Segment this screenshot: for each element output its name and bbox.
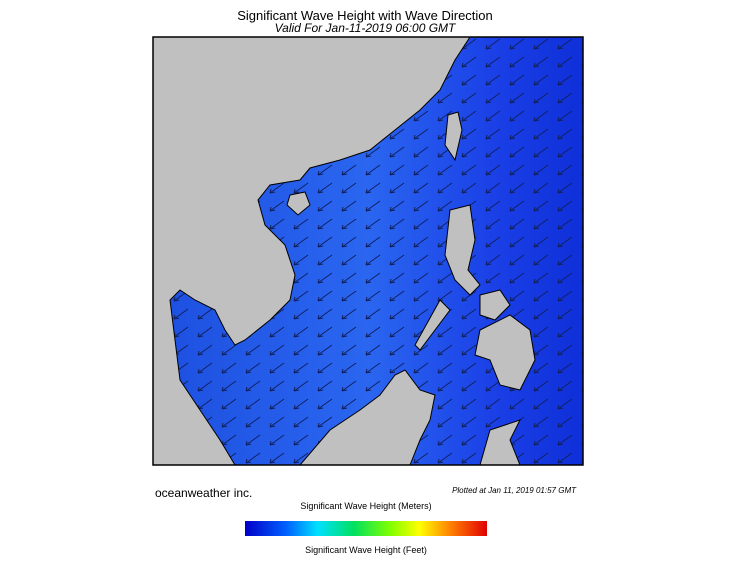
mindanao [474,314,536,391]
hainan [286,191,311,216]
plotted-time: Plotted at Jan 11, 2019 01:57 GMT [452,486,577,495]
title: Significant Wave Height with Wave Direct… [237,8,493,23]
map-frame [152,36,584,466]
map [153,37,583,465]
taiwan [444,111,463,162]
mainland [153,37,471,465]
luzon [444,204,481,296]
colorbar-title-meters: Significant Wave Height (Meters) [300,501,431,511]
borneo [299,369,436,465]
colorbar-title-feet: Significant Wave Height (Feet) [305,545,427,555]
sulawesi [479,419,521,465]
subtitle: Valid For Jan-11-2019 06:00 GMT [275,21,457,35]
visayas [414,289,511,351]
colorbar [245,521,487,536]
credit: oceanweather inc. [155,486,252,500]
